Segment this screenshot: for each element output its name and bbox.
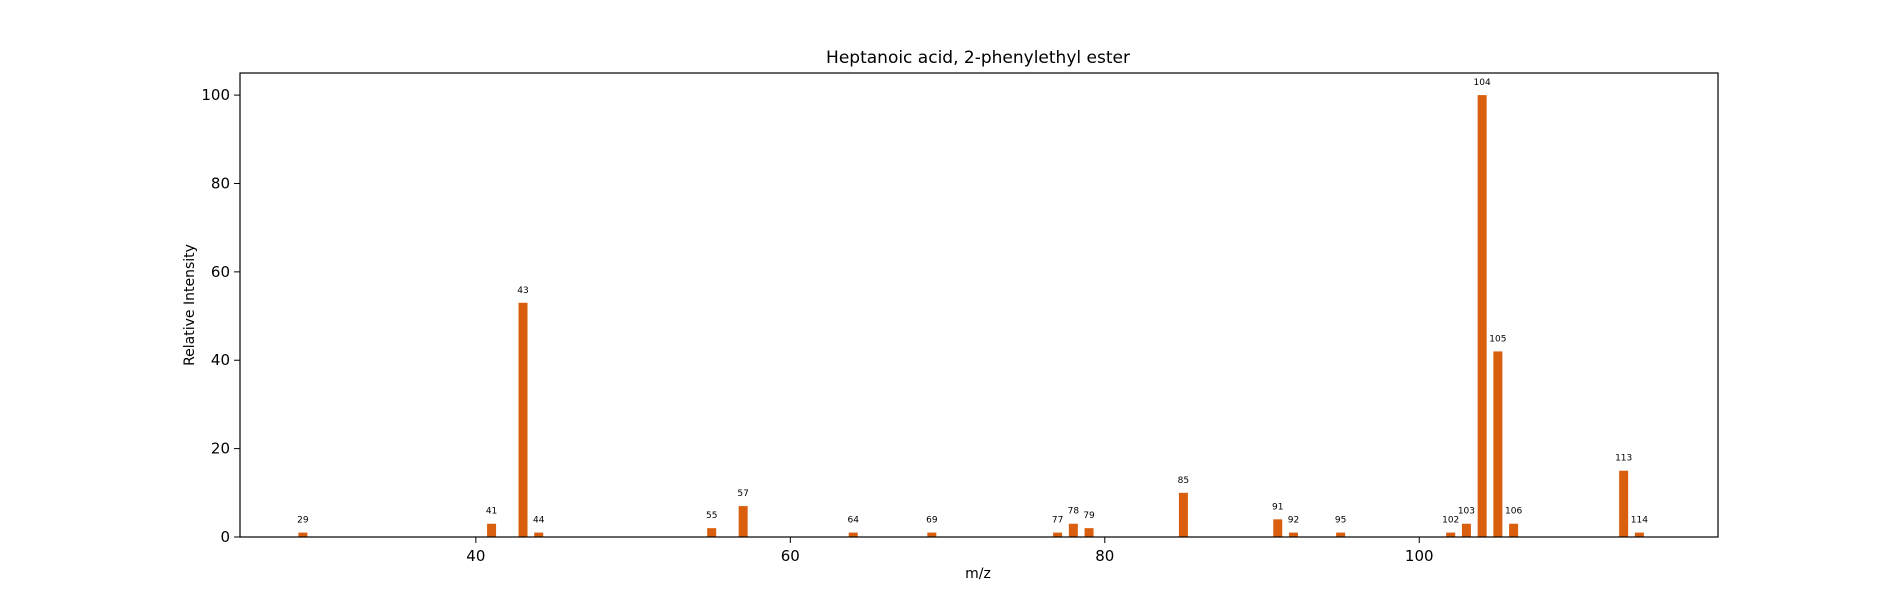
peak-label-43: 43 [517,286,528,296]
peak-bar-29 [298,532,308,537]
peak-bar-44 [534,532,544,537]
peak-bar-41 [487,523,497,537]
x-tick-label-60: 60 [781,547,800,565]
y-axis-title: Relative Intensity [182,244,198,366]
peak-bar-79 [1084,528,1094,537]
peak-label-57: 57 [737,489,748,499]
peak-bar-95 [1336,532,1346,537]
peak-label-29: 29 [297,516,309,526]
peak-label-69: 69 [926,516,938,526]
chart-title: Heptanoic acid, 2-phenylethyl ester [826,48,1130,68]
y-tick-label-40: 40 [211,351,230,369]
peak-bar-106 [1509,523,1519,537]
y-tick-label-80: 80 [211,174,230,192]
peak-bar-77 [1053,532,1063,537]
peak-label-92: 92 [1288,516,1299,526]
peak-bar-114 [1634,532,1644,537]
peak-bar-55 [707,528,717,537]
y-tick-label-0: 0 [220,528,230,546]
peak-label-64: 64 [847,516,859,526]
peak-label-91: 91 [1272,502,1283,512]
peak-label-55: 55 [706,511,717,521]
x-tick-label-40: 40 [466,547,485,565]
peak-bar-43 [518,302,528,537]
peak-label-113: 113 [1615,454,1632,464]
bars-layer [298,95,1644,537]
y-tick-label-60: 60 [211,263,230,281]
peak-bar-69 [927,532,937,537]
peak-bar-85 [1178,492,1188,537]
peak-bar-102 [1446,532,1456,537]
peak-bar-104 [1477,95,1487,537]
peak-bar-57 [738,506,748,537]
peak-bar-92 [1288,532,1298,537]
peak-bar-105 [1493,351,1503,537]
peak-bar-64 [848,532,858,537]
peak-label-103: 103 [1458,507,1475,517]
peak-label-105: 105 [1489,334,1506,344]
peak-bar-103 [1461,523,1471,537]
x-axis-title: m/z [965,566,991,582]
y-tick-label-100: 100 [201,86,230,104]
peak-label-44: 44 [533,516,545,526]
peak-label-41: 41 [486,507,497,517]
peak-label-77: 77 [1052,516,1063,526]
x-tick-label-80: 80 [1095,547,1114,565]
peak-bar-91 [1273,519,1283,537]
peak-label-79: 79 [1083,511,1095,521]
peak-label-104: 104 [1474,78,1491,88]
peak-label-78: 78 [1068,507,1080,517]
x-tick-label-100: 100 [1405,547,1434,565]
axes-layer: 40 60 80 100 0 20 40 60 80 100 [201,86,1433,565]
peak-label-95: 95 [1335,516,1346,526]
peak-label-114: 114 [1631,516,1648,526]
plot-frame [239,72,1719,538]
peak-label-102: 102 [1442,516,1459,526]
peak-label-85: 85 [1178,476,1189,486]
peak-label-106: 106 [1505,507,1522,517]
y-tick-label-20: 20 [211,440,230,458]
peak-bar-78 [1068,523,1078,537]
peak-bar-113 [1619,470,1629,537]
